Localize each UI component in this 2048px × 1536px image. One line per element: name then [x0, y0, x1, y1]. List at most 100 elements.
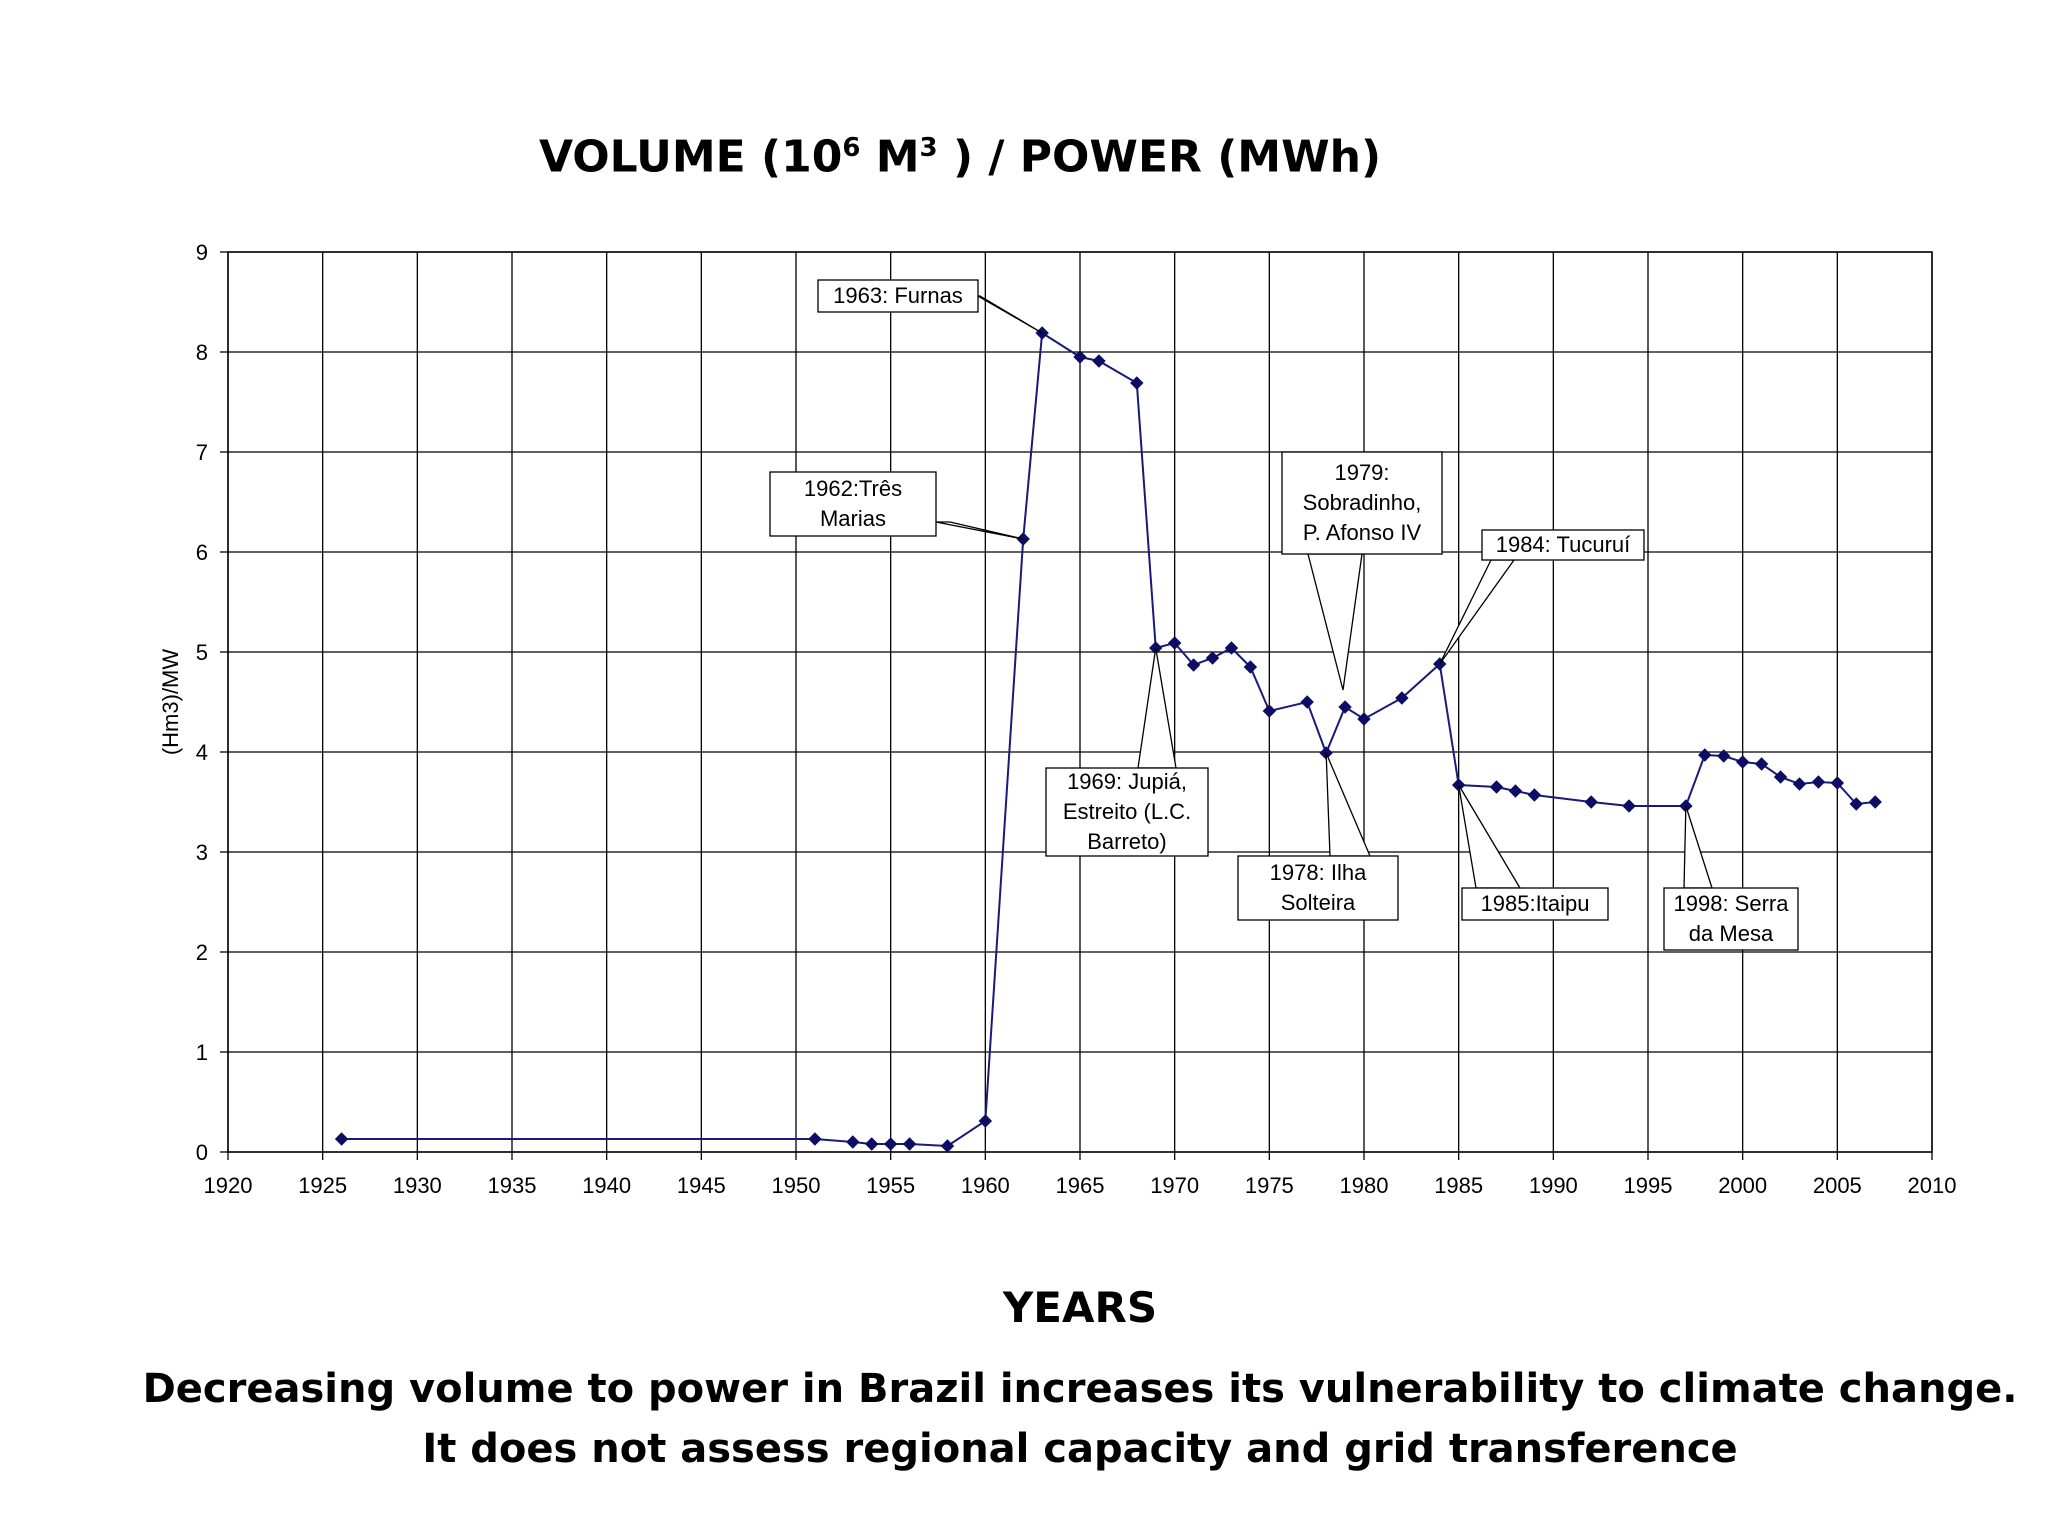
y-tick-label: 6 — [196, 540, 208, 565]
annotation-label: 1998: Serra — [1674, 891, 1790, 916]
x-tick-label: 1965 — [1056, 1173, 1105, 1198]
y-tick-label: 3 — [196, 840, 208, 865]
x-tick-label: 1935 — [488, 1173, 537, 1198]
annotation-label: Solteira — [1281, 890, 1356, 915]
x-tick-label: 1980 — [1340, 1173, 1389, 1198]
annotation-label: Sobradinho, — [1303, 490, 1422, 515]
data-point — [1489, 780, 1504, 794]
data-point — [1130, 376, 1144, 390]
data-point — [1167, 636, 1182, 650]
annotation-label: 1963: Furnas — [833, 283, 963, 308]
data-point — [1622, 799, 1636, 813]
annotation-pointer — [1307, 553, 1363, 691]
y-tick-label: 9 — [196, 240, 208, 265]
x-tick-label: 1945 — [677, 1173, 726, 1198]
data-point — [1830, 776, 1845, 790]
data-point — [1849, 797, 1863, 811]
x-tick-label: 1920 — [204, 1173, 253, 1198]
data-point — [1243, 660, 1258, 674]
x-tick-label: 2000 — [1718, 1173, 1767, 1198]
data-point — [902, 1137, 917, 1151]
title-prefix: VOLUME (10 — [538, 131, 843, 183]
annotation-label: 1984: Tucuruí — [1496, 532, 1631, 557]
annotation-pointer — [1439, 559, 1516, 665]
annotation-label: 1978: Ilha — [1270, 860, 1367, 885]
y-tick-label: 4 — [196, 740, 208, 765]
x-tick-label: 1990 — [1529, 1173, 1578, 1198]
data-point — [1092, 354, 1106, 368]
annotation-box — [769, 471, 937, 537]
data-point — [1584, 795, 1598, 809]
annotation-box — [817, 279, 979, 313]
data-point — [1773, 770, 1788, 784]
x-tick-label: 2010 — [1908, 1173, 1957, 1198]
data-point — [1735, 755, 1750, 769]
data-point — [883, 1137, 898, 1151]
data-point — [1300, 695, 1314, 709]
x-tick-label: 1955 — [866, 1173, 915, 1198]
annotation-label: Marias — [820, 506, 886, 531]
annotation-pointer — [975, 295, 1043, 334]
y-axis-label: (Hm3)/MW — [158, 649, 183, 756]
chart-title: VOLUME (106 M3 ) / POWER (MWh) — [300, 118, 1620, 188]
data-point — [1508, 784, 1523, 798]
data-point — [808, 1132, 822, 1146]
data-point — [1527, 788, 1542, 802]
x-tick-label: 1925 — [298, 1173, 347, 1198]
annotation-box — [1663, 887, 1799, 951]
data-point — [1395, 691, 1409, 705]
y-tick-label: 2 — [196, 940, 208, 965]
series-line — [341, 331, 1876, 1148]
data-point — [978, 1114, 993, 1128]
x-tick-label: 1930 — [393, 1173, 442, 1198]
data-point — [1811, 775, 1826, 789]
title-sup-3: 3 — [919, 133, 938, 163]
y-tick-label: 5 — [196, 640, 208, 665]
annotation-label: Estreito (L.C. — [1063, 799, 1191, 824]
y-tick-label: 8 — [196, 340, 208, 365]
data-point — [334, 1132, 349, 1146]
data-point — [1338, 700, 1352, 714]
annotation-label: 1969: Jupiá, — [1067, 769, 1187, 794]
x-tick-label: 1970 — [1150, 1173, 1199, 1198]
annotation-label: da Mesa — [1689, 921, 1774, 946]
annotation-label: Barreto) — [1087, 829, 1166, 854]
x-axis-title: YEARS — [1002, 1283, 1158, 1332]
caption-line-2: It does not assess regional capacity and… — [422, 1426, 1738, 1472]
data-point — [1792, 777, 1807, 791]
data-point — [1357, 712, 1371, 726]
data-point — [1262, 704, 1277, 718]
y-tick-label: 0 — [196, 1140, 208, 1165]
annotation-box — [1045, 767, 1209, 857]
data-point — [1868, 795, 1882, 809]
data-point — [1698, 748, 1712, 762]
x-tick-label: 1985 — [1434, 1173, 1483, 1198]
x-tick-label: 1940 — [582, 1173, 631, 1198]
y-tick-label: 1 — [196, 1040, 208, 1065]
title-sup-6: 6 — [842, 133, 861, 163]
annotation-box — [1281, 451, 1443, 555]
caption-line-1: Decreasing volume to power in Brazil inc… — [142, 1366, 2018, 1412]
annotation-box — [1461, 887, 1609, 921]
data-point — [1754, 757, 1769, 771]
x-tick-label: 1950 — [772, 1173, 821, 1198]
x-tick-label: 2005 — [1813, 1173, 1862, 1198]
data-point — [846, 1135, 860, 1149]
annotation-label: 1979: — [1334, 460, 1389, 485]
annotation-label: P. Afonso IV — [1303, 520, 1422, 545]
data-point — [865, 1137, 879, 1151]
x-tick-label: 1995 — [1624, 1173, 1673, 1198]
annotation-box — [1237, 855, 1399, 921]
annotation-pointer — [1683, 805, 1713, 889]
annotation-pointer — [1458, 784, 1522, 889]
x-tick-label: 1975 — [1245, 1173, 1294, 1198]
annotation-pointer — [935, 521, 1024, 540]
x-tick-label: 1960 — [961, 1173, 1010, 1198]
data-point — [1205, 651, 1220, 665]
title-mid: M — [860, 131, 920, 183]
data-point — [1186, 658, 1201, 672]
y-tick-label: 7 — [196, 440, 208, 465]
title-suffix: ) / POWER (MWh) — [937, 131, 1382, 183]
annotation-pointer — [1137, 647, 1177, 769]
